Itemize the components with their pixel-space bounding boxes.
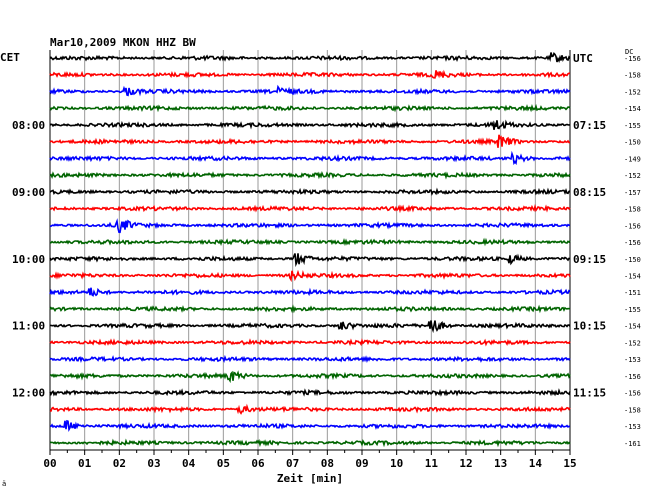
trace-line-6 — [49, 150, 571, 166]
dc-offset-18: -153 — [624, 356, 641, 364]
chart-title: Mar10,2009 MKON HHZ BW — [50, 36, 196, 49]
dc-offset-12: -150 — [624, 256, 641, 264]
right-hour-label-0715: 07:15 — [573, 119, 606, 132]
dc-offset-labels: -156 -158 -152 -154 -155 -150 -149 -152 -157 -158… — [624, 55, 641, 448]
trace-line-4 — [49, 119, 570, 130]
seismic-traces — [49, 52, 571, 448]
dc-offset-16: -154 — [624, 323, 641, 331]
trace-line-16 — [49, 320, 571, 334]
x-tick-label-14: 14 — [529, 457, 543, 470]
left-hour-labels: 08:00 09:00 10:00 11:00 12:00 — [12, 119, 45, 400]
trace-line-10 — [50, 218, 571, 234]
time-axis: 00 01 02 03 04 05 06 07 08 09 10 11 12 13 14 15 — [43, 449, 577, 470]
trace-line-15 — [49, 304, 571, 314]
minute-gridlines — [49, 50, 571, 450]
trace-line-2 — [49, 84, 571, 97]
right-hour-label-UTC: UTC — [573, 52, 593, 65]
trace-line-17 — [49, 338, 571, 347]
dc-offset-3: -154 — [624, 105, 641, 113]
dc-offset-22: -153 — [624, 423, 641, 431]
x-tick-label-13: 13 — [494, 457, 507, 470]
trace-line-8 — [49, 187, 571, 196]
left-hour-label-1100: 11:00 — [12, 320, 45, 333]
right-hour-label-0915: 09:15 — [573, 253, 606, 266]
x-tick-label-6: 06 — [251, 457, 265, 470]
trace-line-14 — [49, 287, 571, 297]
dc-offset-5: -150 — [624, 139, 641, 147]
x-tick-label-3: 03 — [147, 457, 160, 470]
dc-offset-20: -156 — [624, 390, 641, 398]
right-hour-label-1115: 11:15 — [573, 387, 606, 400]
dc-offset-4: -155 — [624, 122, 641, 130]
dc-offset-15: -155 — [624, 306, 641, 314]
dc-offset-13: -154 — [624, 272, 641, 280]
trace-line-19 — [49, 370, 571, 384]
dc-offset-9: -158 — [624, 206, 641, 214]
dc-offset-8: -157 — [624, 189, 641, 197]
footer-mark: ä — [2, 480, 6, 488]
trace-line-7 — [49, 171, 571, 180]
trace-line-13 — [49, 269, 571, 283]
trace-line-12 — [49, 253, 571, 268]
right-hour-label-1015: 10:15 — [573, 320, 606, 333]
trace-line-0 — [49, 52, 571, 64]
x-tick-label-4: 04 — [182, 457, 196, 470]
dc-offset-19: -156 — [624, 373, 641, 381]
trace-line-11 — [49, 237, 571, 247]
dc-offset-11: -156 — [624, 239, 641, 247]
left-hour-label-0800: 08:00 — [12, 119, 45, 132]
trace-line-3 — [49, 103, 571, 113]
dc-offset-10: -156 — [624, 222, 641, 230]
left-hour-label-0900: 09:00 — [12, 186, 45, 199]
dc-offset-7: -152 — [624, 172, 641, 180]
dc-offset-21: -158 — [624, 406, 641, 414]
dc-offset-23: -161 — [624, 440, 641, 448]
trace-line-20 — [49, 388, 571, 397]
trace-line-5 — [49, 134, 571, 148]
left-hour-label-1000: 10:00 — [12, 253, 45, 266]
dc-offset-6: -149 — [624, 155, 641, 163]
trace-line-21 — [49, 403, 571, 415]
trace-line-23 — [49, 438, 571, 448]
dc-offset-1: -158 — [624, 72, 641, 80]
x-tick-label-7: 07 — [286, 457, 299, 470]
x-tick-label-11: 11 — [425, 457, 439, 470]
x-tick-label-12: 12 — [459, 457, 472, 470]
trace-line-22 — [49, 419, 571, 433]
x-tick-label-5: 05 — [217, 457, 230, 470]
x-tick-label-9: 09 — [355, 457, 368, 470]
x-axis-label: Zeit [min] — [277, 472, 343, 485]
trace-line-18 — [49, 354, 571, 364]
trace-line-1 — [49, 69, 571, 79]
left-hour-label-1200: 12:00 — [12, 387, 45, 400]
x-tick-label-8: 08 — [321, 457, 334, 470]
dc-offset-0: -156 — [624, 55, 641, 63]
dc-offset-17: -152 — [624, 339, 641, 347]
x-tick-label-10: 10 — [390, 457, 403, 470]
left-zone-label: CET — [0, 51, 20, 64]
x-tick-label-2: 02 — [113, 457, 126, 470]
right-hour-labels: UTC 07:15 08:15 09:15 10:15 11:15 — [573, 52, 606, 400]
dc-offset-14: -151 — [624, 289, 641, 297]
dc-offset-2: -152 — [624, 88, 641, 96]
x-tick-label-15: 15 — [563, 457, 576, 470]
trace-line-9 — [49, 203, 571, 214]
x-tick-label-0: 00 — [43, 457, 56, 470]
x-tick-label-1: 01 — [78, 457, 92, 470]
right-hour-label-0815: 08:15 — [573, 186, 606, 199]
dc-header: DC — [625, 48, 633, 56]
